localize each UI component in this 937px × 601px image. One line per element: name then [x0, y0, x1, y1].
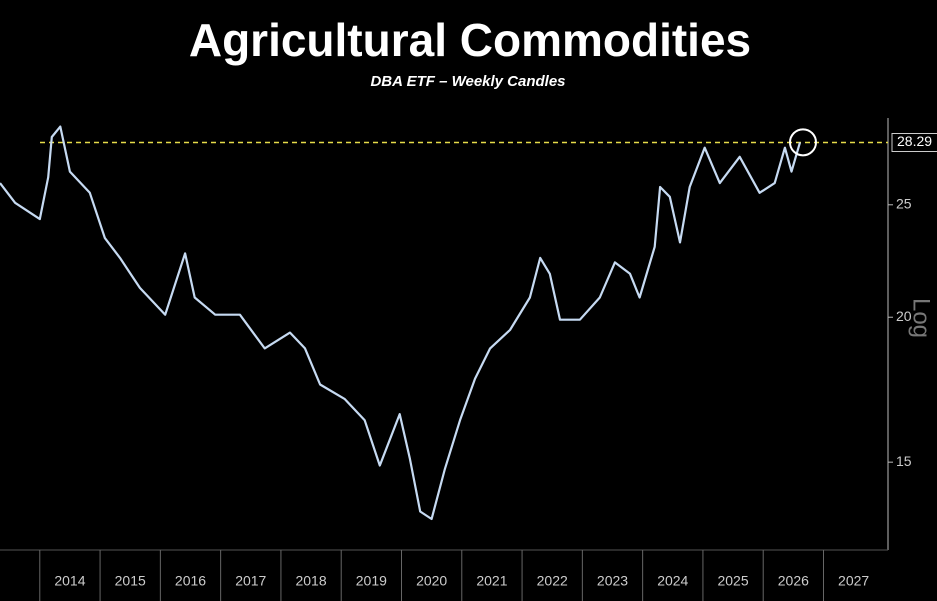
reference-label: 28.29 [897, 133, 932, 149]
chart-subtitle: DBA ETF – Weekly Candles [370, 73, 565, 90]
x-tick-label: 2025 [717, 573, 748, 589]
x-tick-label: 2027 [838, 573, 869, 589]
x-tick-label: 2016 [175, 573, 206, 589]
highlight-circle [788, 128, 817, 157]
x-tick-label: 2014 [54, 573, 85, 589]
x-tick-label: 2026 [778, 573, 809, 589]
x-tick-label: 2020 [416, 573, 447, 589]
y-tick-label: 20 [896, 308, 912, 324]
y-tick-label: 25 [896, 195, 912, 211]
x-tick-label: 2019 [356, 573, 387, 589]
reference-label-box [891, 133, 937, 153]
y-tick-label: 15 [896, 453, 912, 469]
scale-label: Log [908, 298, 935, 338]
x-tick-label: 2017 [235, 573, 266, 589]
x-tick-label: 2024 [657, 573, 688, 589]
chart-title: Agricultural Commodities [189, 14, 751, 66]
x-tick-label: 2022 [537, 573, 568, 589]
x-tick-label: 2023 [597, 573, 628, 589]
x-tick-label: 2018 [295, 573, 326, 589]
price-line [0, 125, 802, 521]
x-tick-label: 2021 [476, 573, 507, 589]
x-tick-label: 2015 [115, 573, 146, 589]
